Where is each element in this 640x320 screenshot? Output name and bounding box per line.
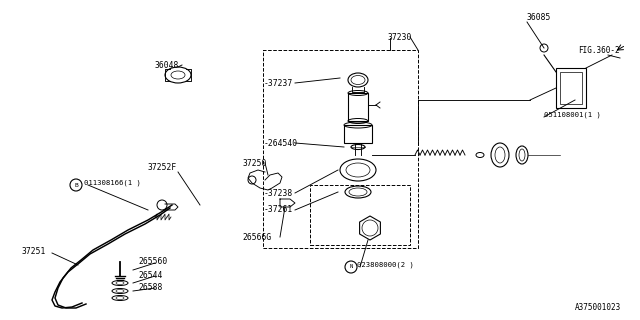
- Text: 023808000(2 ): 023808000(2 ): [357, 262, 414, 268]
- Text: 37252F: 37252F: [148, 163, 177, 172]
- Text: 37251: 37251: [22, 247, 46, 257]
- Text: -37237: -37237: [264, 78, 293, 87]
- Text: 36085: 36085: [527, 12, 552, 21]
- Text: 26588: 26588: [138, 283, 163, 292]
- Text: 37230: 37230: [388, 33, 412, 42]
- Text: 011308166(1 ): 011308166(1 ): [84, 180, 141, 186]
- Bar: [560, 72, 582, 104]
- Text: 26566G: 26566G: [242, 233, 271, 242]
- Text: 37250: 37250: [243, 158, 268, 167]
- Text: N: N: [349, 265, 353, 269]
- Text: B: B: [74, 182, 78, 188]
- Text: -37261: -37261: [264, 205, 293, 214]
- Text: FIG.360-2: FIG.360-2: [578, 45, 620, 54]
- Text: A375001023: A375001023: [575, 303, 621, 313]
- Text: 26544: 26544: [138, 270, 163, 279]
- Bar: [310, 185, 410, 245]
- Bar: [556, 68, 586, 108]
- Text: -37238: -37238: [264, 188, 293, 197]
- Bar: [344, 125, 372, 143]
- Text: 265560: 265560: [138, 258, 167, 267]
- Text: -264540: -264540: [264, 139, 298, 148]
- Bar: [348, 93, 368, 121]
- Text: 36048: 36048: [155, 60, 179, 69]
- Bar: [263, 50, 418, 248]
- Text: 051108001(1 ): 051108001(1 ): [544, 112, 601, 118]
